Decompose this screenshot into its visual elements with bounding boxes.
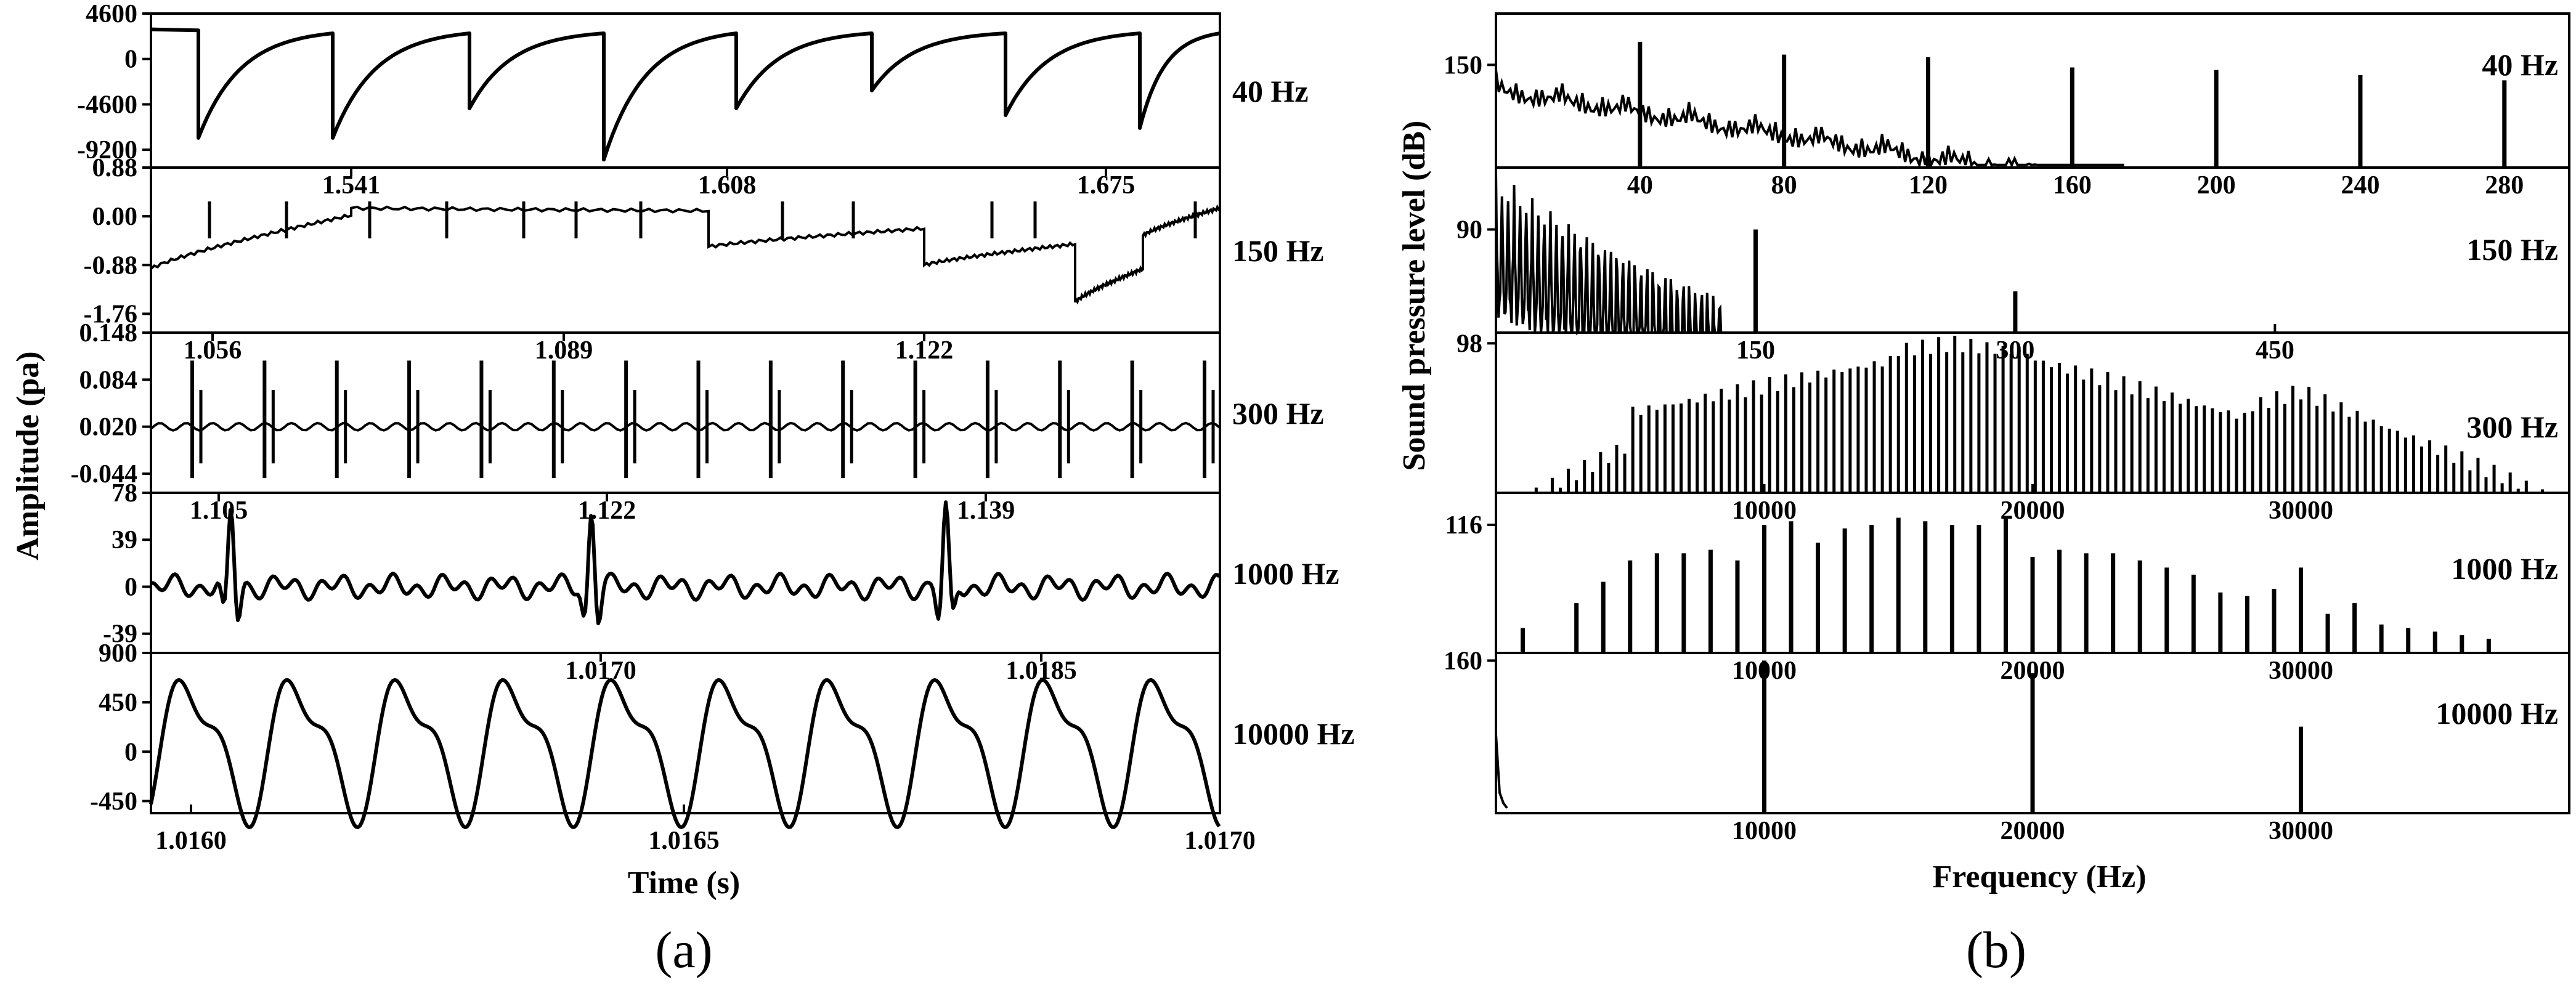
x-tick-label: 1.675: [1077, 171, 1136, 200]
y-tick-label: -4600: [77, 91, 137, 119]
panel-a-frames: [150, 12, 1221, 814]
x-tick-label: 1.0185: [1006, 657, 1077, 685]
panel-b-subplot-frame: [1495, 166, 2570, 334]
y-tick-label: -39: [103, 620, 137, 649]
subplot-frequency-label: 300 Hz: [1232, 396, 1324, 431]
x-tick-label: 20000: [2001, 497, 2065, 525]
x-tick-label: 20000: [2001, 817, 2065, 845]
panel-b-subplot-frame: [1495, 12, 2570, 169]
y-tick-label: 450: [99, 689, 137, 717]
x-tick-label: 280: [2485, 171, 2524, 200]
panel-b-xlabel: Frequency (Hz): [1932, 859, 2146, 894]
x-tick-label: 1.056: [184, 336, 242, 365]
x-tick-label: 200: [2197, 171, 2236, 200]
subplot-frequency-label: 150 Hz: [2466, 232, 2558, 267]
x-tick-label: 1.0165: [648, 827, 720, 855]
panel-b-caption: (b): [1966, 922, 2026, 979]
panel-a-signals: [149, 27, 1221, 829]
subplot-frequency-label: 1000 Hz: [2451, 551, 2558, 586]
x-tick-label: 240: [2341, 171, 2379, 200]
spectrum-40hz-noise: [1495, 70, 2124, 169]
y-tick-label: 0.084: [79, 366, 138, 394]
y-tick-label: 0: [124, 573, 137, 601]
panel-b-ticks: 150 40 Hz 40 80 120 160 200 240 280 90 150 Hz 150 30…: [1444, 47, 2558, 845]
subplot-frequency-label: 10000 Hz: [1232, 716, 1355, 751]
y-tick-label: 0.020: [79, 413, 138, 442]
waveform-1000hz: [150, 500, 1221, 625]
y-tick-label: 0.88: [92, 154, 138, 182]
x-tick-label: 300: [1996, 336, 2034, 365]
y-tick-label: 90: [1457, 216, 1482, 245]
x-tick-label: 1.089: [535, 336, 593, 365]
y-tick-label: 39: [112, 526, 137, 554]
panel-a-subplot-frame: [150, 492, 1221, 654]
subplot-frequency-label: 1000 Hz: [1232, 556, 1339, 591]
subplot-frequency-label: 40 Hz: [1232, 74, 1309, 108]
waveform-300hz-noise: [150, 421, 1221, 432]
x-tick-label: 120: [1909, 171, 1948, 200]
x-tick-label: 1.0170: [1184, 827, 1256, 855]
x-tick-label: 40: [1627, 171, 1653, 200]
x-tick-label: 450: [2256, 336, 2294, 365]
subplot-frequency-label: 300 Hz: [2466, 410, 2558, 444]
x-tick-label: 1.0160: [155, 827, 227, 855]
y-tick-label: -9200: [77, 136, 137, 164]
spectrum-10000hz-noise: [1495, 734, 1508, 809]
subplot-frequency-label: 150 Hz: [1232, 233, 1324, 268]
x-tick-label: 1.608: [698, 171, 757, 200]
y-tick-label: 0: [124, 738, 137, 766]
y-tick-label: 78: [112, 479, 137, 508]
y-tick-label: 160: [1444, 647, 1482, 675]
panel-a-subplot-frame: [150, 652, 1221, 814]
x-tick-label: 30000: [2269, 497, 2333, 525]
y-tick-label: 150: [1444, 51, 1482, 79]
waveform-40hz: [150, 27, 1221, 162]
x-tick-label: 1.122: [578, 497, 636, 525]
y-tick-label: 0: [124, 46, 137, 74]
panel-a-caption: (a): [655, 922, 712, 979]
y-tick-label: 0.148: [79, 319, 138, 347]
y-tick-label: 116: [1445, 511, 1482, 540]
y-tick-label: -1.76: [84, 300, 138, 328]
y-tick-label: 4600: [86, 0, 137, 28]
x-tick-label: 1.122: [895, 336, 954, 365]
x-tick-label: 10000: [1732, 497, 1797, 525]
panel-a-xlabel: Time (s): [628, 865, 740, 901]
panel-b-spectra: [1495, 41, 2544, 813]
panel-a-ylabel: Amplitude (pa): [10, 351, 46, 560]
x-tick-label: 160: [2053, 171, 2092, 200]
x-tick-label: 80: [1771, 171, 1797, 200]
panel-a-ticks: 4600 0 -4600 -9200 40 Hz 0.88 0.00 -0.88 -1.76 15…: [71, 0, 1355, 855]
y-tick-label: 98: [1457, 330, 1482, 358]
waveform-10000hz: [149, 678, 1221, 829]
x-tick-label: 20000: [2001, 657, 2065, 685]
x-tick-label: 10000: [1732, 817, 1797, 845]
x-tick-label: 150: [1736, 336, 1775, 365]
x-tick-label: 30000: [2269, 657, 2333, 685]
waveform-150hz: [150, 204, 1221, 305]
panel-b-ylabel: Sound pressure level (dB): [1397, 121, 1432, 471]
spectrum-150hz-noise: [1495, 171, 1723, 336]
x-tick-label: 1.139: [957, 497, 1015, 525]
y-tick-label: -450: [90, 787, 137, 816]
y-tick-label: 900: [99, 639, 137, 668]
y-tick-label: -0.044: [71, 460, 138, 488]
x-tick-label: 10000: [1732, 657, 1797, 685]
subplot-frequency-label: 10000 Hz: [2436, 696, 2558, 731]
panel-a-subplot-frame: [150, 166, 1221, 334]
x-tick-label: 1.0170: [565, 657, 636, 685]
y-tick-label: 0.00: [92, 203, 138, 231]
x-tick-label: 30000: [2269, 817, 2333, 845]
x-tick-label: 1.105: [190, 497, 248, 525]
subplot-frequency-label: 40 Hz: [2482, 47, 2558, 82]
x-tick-label: 1.541: [322, 171, 381, 200]
y-tick-label: -0.88: [84, 251, 138, 280]
